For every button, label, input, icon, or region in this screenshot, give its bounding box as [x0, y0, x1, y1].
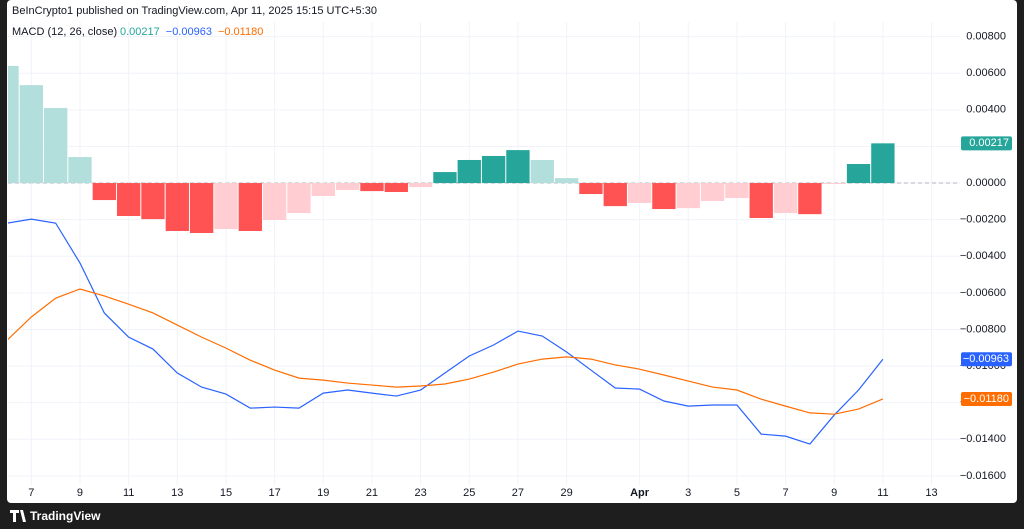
x-tick-label: 9 — [831, 487, 837, 499]
histogram-bar — [287, 183, 311, 214]
x-tick-label: 11 — [123, 487, 134, 499]
histogram-bar — [116, 183, 141, 216]
legend: 0.00217 −0.00963 −0.01180 — [120, 26, 263, 38]
x-tick-label: 5 — [734, 487, 740, 499]
y-tick-label: 0.00000 — [966, 177, 1006, 189]
histogram-bar — [773, 183, 798, 214]
last-value-tag — [961, 136, 1012, 151]
histogram-bar — [335, 183, 360, 190]
histogram-bar — [408, 183, 433, 188]
header: BeInCrypto1 published on TradingView.com… — [12, 5, 377, 17]
y-tick-label: −0.00800 — [960, 323, 1006, 335]
x-tick-label: 7 — [28, 487, 34, 499]
last-value-tag — [961, 352, 1012, 367]
x-tick-label: 7 — [782, 487, 788, 499]
histogram-bar — [311, 183, 335, 197]
histogram-bar — [43, 108, 68, 184]
histogram-bar — [68, 157, 92, 184]
histogram-bar — [457, 159, 481, 184]
x-tick-label: 11 — [877, 487, 888, 499]
x-tick-label: 17 — [269, 487, 281, 499]
histogram-bar — [579, 183, 603, 195]
y-tick-label: −0.01600 — [960, 470, 1006, 482]
histogram-bar — [603, 183, 627, 207]
histogram-bar — [238, 183, 262, 231]
last-value-label: −0.01180 — [964, 393, 1009, 405]
histogram-bar — [165, 183, 189, 231]
x-tick-label: 21 — [366, 487, 378, 499]
brand: TradingView — [30, 509, 101, 523]
x-tick-label: 19 — [317, 487, 329, 499]
histogram-bar — [871, 143, 895, 184]
histogram-bar — [19, 85, 43, 184]
histogram-bar — [8, 65, 19, 184]
y-tick-label: −0.00200 — [960, 214, 1006, 226]
histogram-bar — [262, 183, 287, 221]
histogram-bar — [749, 183, 773, 218]
histogram-bar — [214, 183, 238, 229]
histogram-bar — [384, 183, 408, 193]
histogram-bar — [189, 183, 214, 234]
line-signal — [8, 288, 884, 415]
histogram-bar — [627, 183, 652, 203]
x-tick-label: 13 — [925, 487, 937, 499]
y-tick-label: 0.00800 — [966, 31, 1006, 43]
x-tick-label: 9 — [77, 487, 83, 499]
histogram-bar — [481, 155, 506, 184]
legend-value: 0.00217 — [120, 26, 160, 38]
x-tick-label: 23 — [414, 487, 426, 499]
legend-value: −0.00963 — [166, 26, 212, 38]
last-value-tags: 0.00217 −0.00963 −0.01180 — [961, 136, 1012, 406]
histogram-bar — [725, 183, 749, 199]
x-tick-label: 27 — [512, 487, 524, 499]
histogram-bar — [700, 183, 725, 201]
histogram-bar — [141, 183, 165, 220]
histogram-bar — [433, 172, 457, 184]
legend-value: −0.01180 — [218, 26, 263, 38]
plot-area — [8, 65, 895, 445]
histogram-bar — [822, 183, 846, 184]
legend-title: MACD (12, 26, close) — [12, 26, 117, 38]
x-tick-label: 29 — [560, 487, 572, 499]
y-tick-label: −0.00400 — [960, 250, 1006, 262]
y-tick-label: −0.00600 — [960, 287, 1006, 299]
histogram-bar — [846, 164, 871, 184]
y-tick-label: −0.01400 — [960, 433, 1006, 445]
last-value-label: −0.00963 — [963, 353, 1009, 365]
brand-logo — [10, 510, 26, 522]
histogram-bar — [92, 183, 116, 201]
histogram-bar — [676, 183, 700, 209]
x-tick-label: 25 — [463, 487, 475, 499]
histogram-bar — [530, 159, 554, 184]
histogram-bar — [506, 150, 530, 184]
x-tick-label: 3 — [685, 487, 691, 499]
histogram-bar — [652, 183, 676, 210]
histogram-bar — [360, 183, 384, 192]
x-tick-label: 15 — [220, 487, 232, 499]
histogram-bar — [798, 183, 822, 215]
panel — [7, 0, 1017, 503]
histogram-bar — [554, 178, 579, 184]
last-value-tag — [961, 391, 1012, 406]
y-tick-label: 0.00600 — [966, 67, 1006, 79]
line-macd — [8, 218, 884, 445]
x-tick-label: 13 — [171, 487, 183, 499]
last-value-label: 0.00217 — [969, 137, 1009, 149]
y-tick-label: 0.00400 — [966, 104, 1006, 116]
x-tick-label: Apr — [630, 487, 650, 499]
